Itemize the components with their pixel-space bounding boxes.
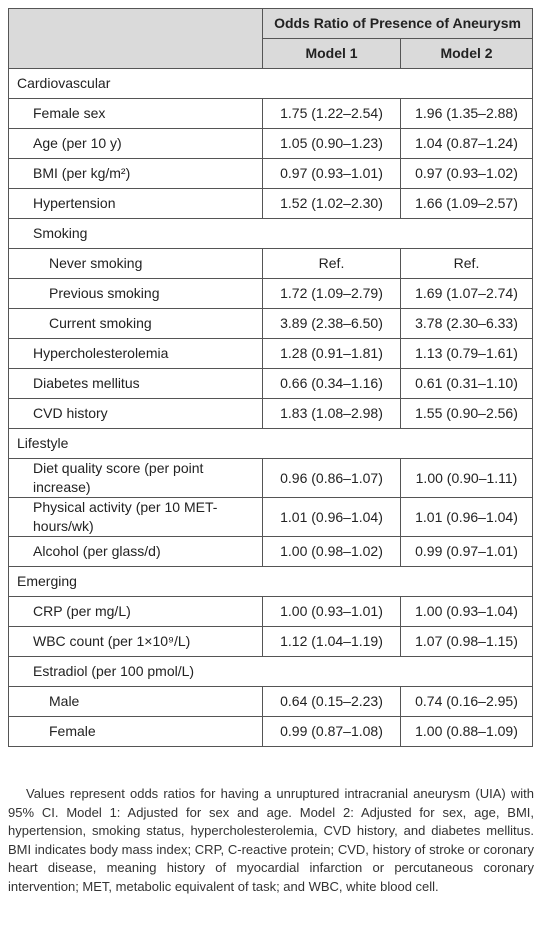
row-label: Hypertension [8,188,263,219]
table-row: Never smoking Ref. Ref. [8,248,533,279]
group-header: Odds Ratio of Presence of Aneurysm [262,8,533,39]
table-row: Diet quality score (per point increase) 0… [8,458,533,498]
row-label: Age (per 10 y) [8,128,263,159]
cell-value: Ref. [400,248,533,279]
cell-value: 1.05 (0.90–1.23) [262,128,401,159]
table-row: Female sex 1.75 (1.22–2.54) 1.96 (1.35–2.8… [8,98,533,129]
cell-value: 3.89 (2.38–6.50) [262,308,401,339]
header-blank [8,8,263,69]
cell-value: Ref. [262,248,401,279]
row-label: Previous smoking [8,278,263,309]
cell-value: 1.01 (0.96–1.04) [262,497,401,537]
section-row: Emerging [8,566,533,597]
cell-value: 1.96 (1.35–2.88) [400,98,533,129]
row-label: BMI (per kg/m²) [8,158,263,189]
table-row: Current smoking 3.89 (2.38–6.50) 3.78 (2.3… [8,308,533,339]
row-label: Female sex [8,98,263,129]
row-label: Current smoking [8,308,263,339]
row-label: Hypercholesterolemia [8,338,263,369]
cell-value: 1.69 (1.07–2.74) [400,278,533,309]
cell-value: 1.72 (1.09–2.79) [262,278,401,309]
table-row: Physical activity (per 10 MET-hours/wk) 1… [8,497,533,537]
table-row: Diabetes mellitus 0.66 (0.34–1.16) 0.61 (0… [8,368,533,399]
row-label: CRP (per mg/L) [8,596,263,627]
section-title: Lifestyle [8,428,533,459]
table-row: Male 0.64 (0.15–2.23) 0.74 (0.16–2.95) [8,686,533,717]
row-label: WBC count (per 1×10⁹/L) [8,626,263,657]
cell-value: 0.61 (0.31–1.10) [400,368,533,399]
cell-value: 1.00 (0.93–1.04) [400,596,533,627]
row-label: Physical activity (per 10 MET-hours/wk) [8,497,263,537]
cell-value: 1.28 (0.91–1.81) [262,338,401,369]
cell-value: 1.55 (0.90–2.56) [400,398,533,429]
row-label: Smoking [8,218,533,249]
cell-value: 1.13 (0.79–1.61) [400,338,533,369]
cell-value: 1.01 (0.96–1.04) [400,497,533,537]
table-row: Smoking [8,218,533,249]
table-row: Estradiol (per 100 pmol/L) [8,656,533,687]
cell-value: 0.64 (0.15–2.23) [262,686,401,717]
cell-value: 1.04 (0.87–1.24) [400,128,533,159]
table-row: CRP (per mg/L) 1.00 (0.93–1.01) 1.00 (0.93… [8,596,533,627]
section-row: Cardiovascular [8,68,533,99]
table-row: Alcohol (per glass/d) 1.00 (0.98–1.02) 0.9… [8,536,533,567]
cell-value: 1.75 (1.22–2.54) [262,98,401,129]
row-label: CVD history [8,398,263,429]
cell-value: 1.83 (1.08–2.98) [262,398,401,429]
cell-value: 3.78 (2.30–6.33) [400,308,533,339]
row-label: Male [8,686,263,717]
cell-value: 1.00 (0.88–1.09) [400,716,533,747]
table-row: Hypertension 1.52 (1.02–2.30) 1.66 (1.09–2… [8,188,533,219]
cell-value: 0.96 (0.86–1.07) [262,458,401,498]
cell-value: 1.52 (1.02–2.30) [262,188,401,219]
footnote: Values represent odds ratios for having … [8,786,534,894]
cell-value: 0.66 (0.34–1.16) [262,368,401,399]
table-row: Female 0.99 (0.87–1.08) 1.00 (0.88–1.09) [8,716,533,747]
cell-value: 1.00 (0.98–1.02) [262,536,401,567]
cell-value: 0.99 (0.87–1.08) [262,716,401,747]
table-row: Hypercholesterolemia 1.28 (0.91–1.81) 1.13… [8,338,533,369]
section-title: Emerging [8,566,533,597]
cell-value: 1.12 (1.04–1.19) [262,626,401,657]
cell-value: 0.74 (0.16–2.95) [400,686,533,717]
row-label: Estradiol (per 100 pmol/L) [8,656,533,687]
row-label: Female [8,716,263,747]
cell-value: 0.99 (0.97–1.01) [400,536,533,567]
table-row: Age (per 10 y) 1.05 (0.90–1.23) 1.04 (0.87… [8,128,533,159]
section-row: Lifestyle [8,428,533,459]
table-row: Previous smoking 1.72 (1.09–2.79) 1.69 (1.… [8,278,533,309]
column-header: Model 2 [400,38,533,69]
table-row: CVD history 1.83 (1.08–2.98) 1.55 (0.90–2.… [8,398,533,429]
cell-value: 0.97 (0.93–1.02) [400,158,533,189]
table-wrap: Odds Ratio of Presence of Aneurysm Model… [8,8,533,747]
row-label: Diabetes mellitus [8,368,263,399]
table-row: WBC count (per 1×10⁹/L) 1.12 (1.04–1.19) 1… [8,626,533,657]
cell-value: 1.00 (0.93–1.01) [262,596,401,627]
table-row: BMI (per kg/m²) 0.97 (0.93–1.01) 0.97 (0.9… [8,158,533,189]
odds-table: Odds Ratio of Presence of Aneurysm Model… [8,8,533,747]
column-header: Model 1 [262,38,401,69]
cell-value: 1.66 (1.09–2.57) [400,188,533,219]
row-label: Diet quality score (per point increase) [8,458,263,498]
table-body: Cardiovascular Female sex 1.75 (1.22–2.54)… [8,68,533,747]
cell-value: 0.97 (0.93–1.01) [262,158,401,189]
row-label: Alcohol (per glass/d) [8,536,263,567]
cell-value: 1.00 (0.90–1.11) [400,458,533,498]
row-label: Never smoking [8,248,263,279]
section-title: Cardiovascular [8,68,533,99]
cell-value: 1.07 (0.98–1.15) [400,626,533,657]
